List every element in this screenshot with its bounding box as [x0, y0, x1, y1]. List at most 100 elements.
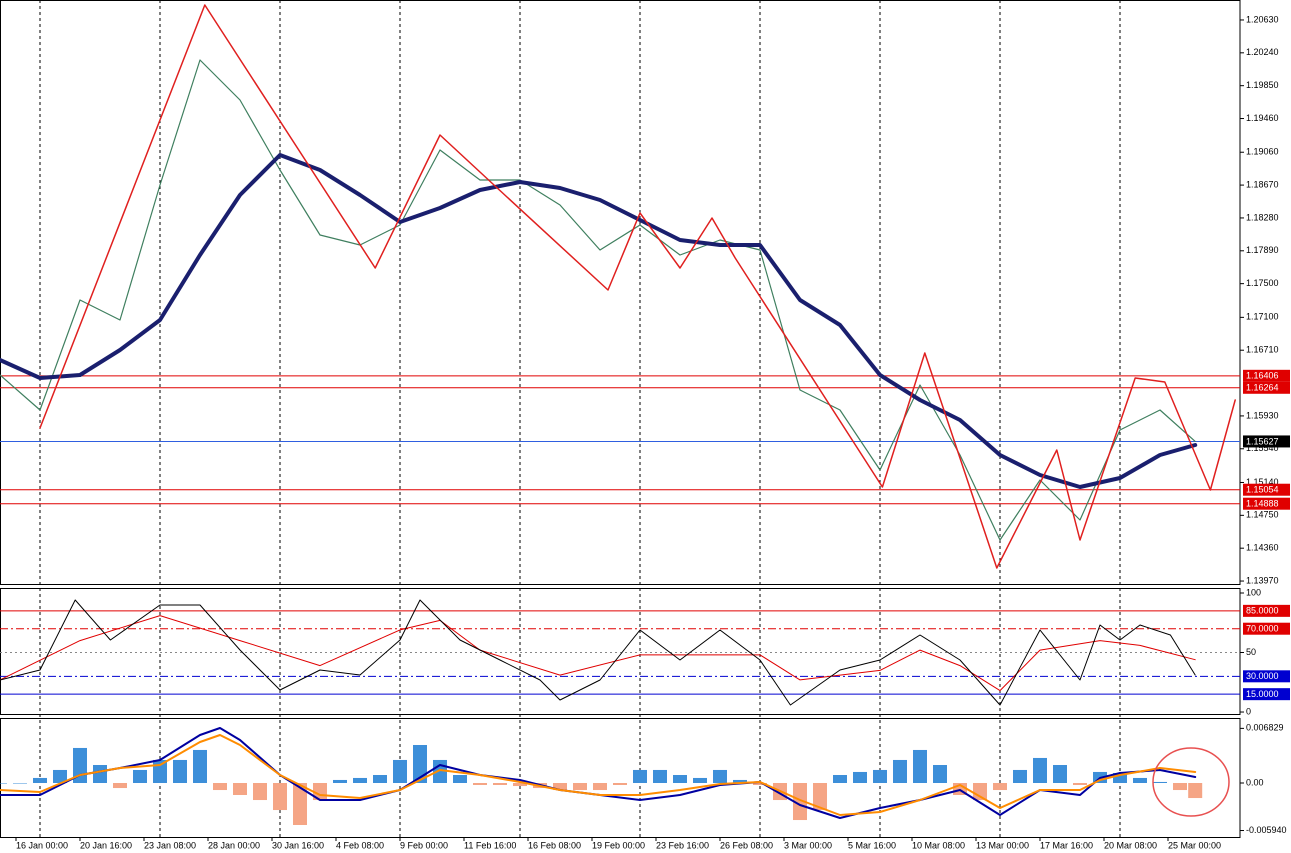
level-label-box [1243, 483, 1290, 496]
y-tick-label: 1.17890 [1246, 245, 1279, 255]
level-label: 1.16406 [1246, 371, 1279, 381]
histogram-bar [793, 783, 807, 821]
level-label: 1.14888 [1246, 499, 1279, 509]
x-tick-label: 23 Feb 16:00 [656, 840, 709, 850]
histogram-bar [53, 769, 67, 783]
x-tick-label: 28 Jan 00:00 [208, 840, 260, 850]
x-tick-label: 11 Feb 16:00 [464, 840, 516, 850]
level-label-box [1243, 369, 1290, 382]
histogram-bar [1073, 783, 1087, 785]
histogram-bar [33, 777, 47, 783]
y-tick-label: 1.20630 [1246, 14, 1279, 24]
y-tick-label: 1.17500 [1246, 278, 1279, 288]
y-tick-label: 100 [1246, 587, 1261, 597]
level-label-box [1243, 381, 1290, 394]
histogram-bar [233, 783, 247, 795]
x-tick-label: 16 Jan 00:00 [16, 840, 68, 850]
histogram-bar [573, 783, 587, 791]
y-tick-label: 1.17100 [1246, 312, 1279, 322]
histogram-bar [0, 783, 7, 784]
level-label-box [1243, 622, 1290, 635]
y-tick-label: 1.16710 [1246, 345, 1279, 355]
histogram-bar [693, 777, 707, 783]
x-tick-label: 3 Mar 00:00 [784, 840, 832, 850]
histogram-bar [913, 749, 927, 783]
y-tick-label: 1.15540 [1246, 443, 1279, 453]
x-tick-label: 5 Mar 16:00 [848, 840, 896, 850]
x-tick-label: 23 Jan 08:00 [144, 840, 196, 850]
histogram-bar [473, 783, 487, 785]
histogram-bar [973, 783, 987, 801]
histogram-bar [613, 783, 627, 785]
histogram-bar [113, 783, 127, 789]
series-line [0, 599, 1196, 706]
histogram-bar [1053, 765, 1067, 783]
histogram-bar [413, 745, 427, 783]
y-tick-label: 1.14750 [1246, 510, 1279, 520]
histogram-bar [493, 783, 507, 785]
y-tick-label: 1.18280 [1246, 212, 1279, 222]
histogram-bar [553, 783, 567, 791]
level-label: 15.0000 [1246, 689, 1279, 699]
histogram-bar [833, 775, 847, 783]
y-tick-label: -0.005940 [1246, 825, 1287, 835]
histogram-bar [133, 769, 147, 783]
x-tick-label: 25 Mar 00:00 [1168, 840, 1221, 850]
panel-frame [0, 718, 1241, 838]
histogram-bar [1113, 773, 1127, 783]
histogram-bar [393, 759, 407, 783]
level-label-box [1243, 497, 1290, 510]
level-label: 1.15627 [1246, 436, 1279, 446]
histogram-bar [813, 783, 827, 811]
x-tick-label: 20 Jan 16:00 [80, 840, 132, 850]
histogram-bar [593, 783, 607, 791]
y-tick-label: 0 [1246, 706, 1251, 716]
histogram-bar [13, 783, 27, 784]
histogram-bar [253, 783, 267, 801]
histogram-bar [513, 783, 527, 787]
histogram-bar [753, 783, 767, 785]
histogram-bar [853, 771, 867, 783]
y-tick-label: 1.14360 [1246, 543, 1279, 553]
y-tick-label: 1.19060 [1246, 147, 1279, 157]
panel-frame [0, 0, 1241, 585]
histogram-bar [153, 759, 167, 783]
series-line [39, 4, 1236, 569]
series-line [0, 615, 1196, 692]
panel-frame [0, 588, 1241, 715]
histogram-bar [633, 769, 647, 783]
histogram-bar [713, 769, 727, 783]
histogram-bar [1133, 777, 1147, 783]
histogram-bar [1153, 781, 1167, 783]
histogram-bar [1173, 783, 1187, 791]
x-tick-label: 17 Mar 16:00 [1040, 840, 1093, 850]
histogram-bar [273, 783, 287, 811]
y-tick-label: 0.00 [1246, 777, 1264, 787]
histogram-bar [933, 765, 947, 783]
histogram-bar [453, 775, 467, 783]
histogram-bar [333, 779, 347, 783]
level-label-box [1243, 435, 1290, 448]
y-tick-label: 1.19460 [1246, 113, 1279, 123]
series-line [0, 59, 1196, 541]
histogram-bar [733, 779, 747, 783]
histogram-bar [293, 783, 307, 825]
y-tick-label: 1.15140 [1246, 477, 1279, 487]
level-label: 70.0000 [1246, 624, 1279, 634]
y-tick-label: 1.20240 [1246, 47, 1279, 57]
histogram-bar [1188, 783, 1203, 799]
x-tick-label: 13 Mar 00:00 [976, 840, 1029, 850]
histogram-bar [993, 783, 1007, 791]
histogram-bar [673, 775, 687, 783]
x-tick-label: 26 Feb 08:00 [720, 840, 773, 850]
histogram-bar [353, 777, 367, 783]
y-tick-label: 1.15930 [1246, 410, 1279, 420]
level-label: 85.0000 [1246, 606, 1279, 616]
x-tick-label: 4 Feb 08:00 [336, 840, 384, 850]
y-tick-label: 50 [1246, 647, 1256, 657]
histogram-bar [93, 765, 107, 783]
histogram-bar [1033, 757, 1047, 783]
level-label: 30.0000 [1246, 671, 1279, 681]
